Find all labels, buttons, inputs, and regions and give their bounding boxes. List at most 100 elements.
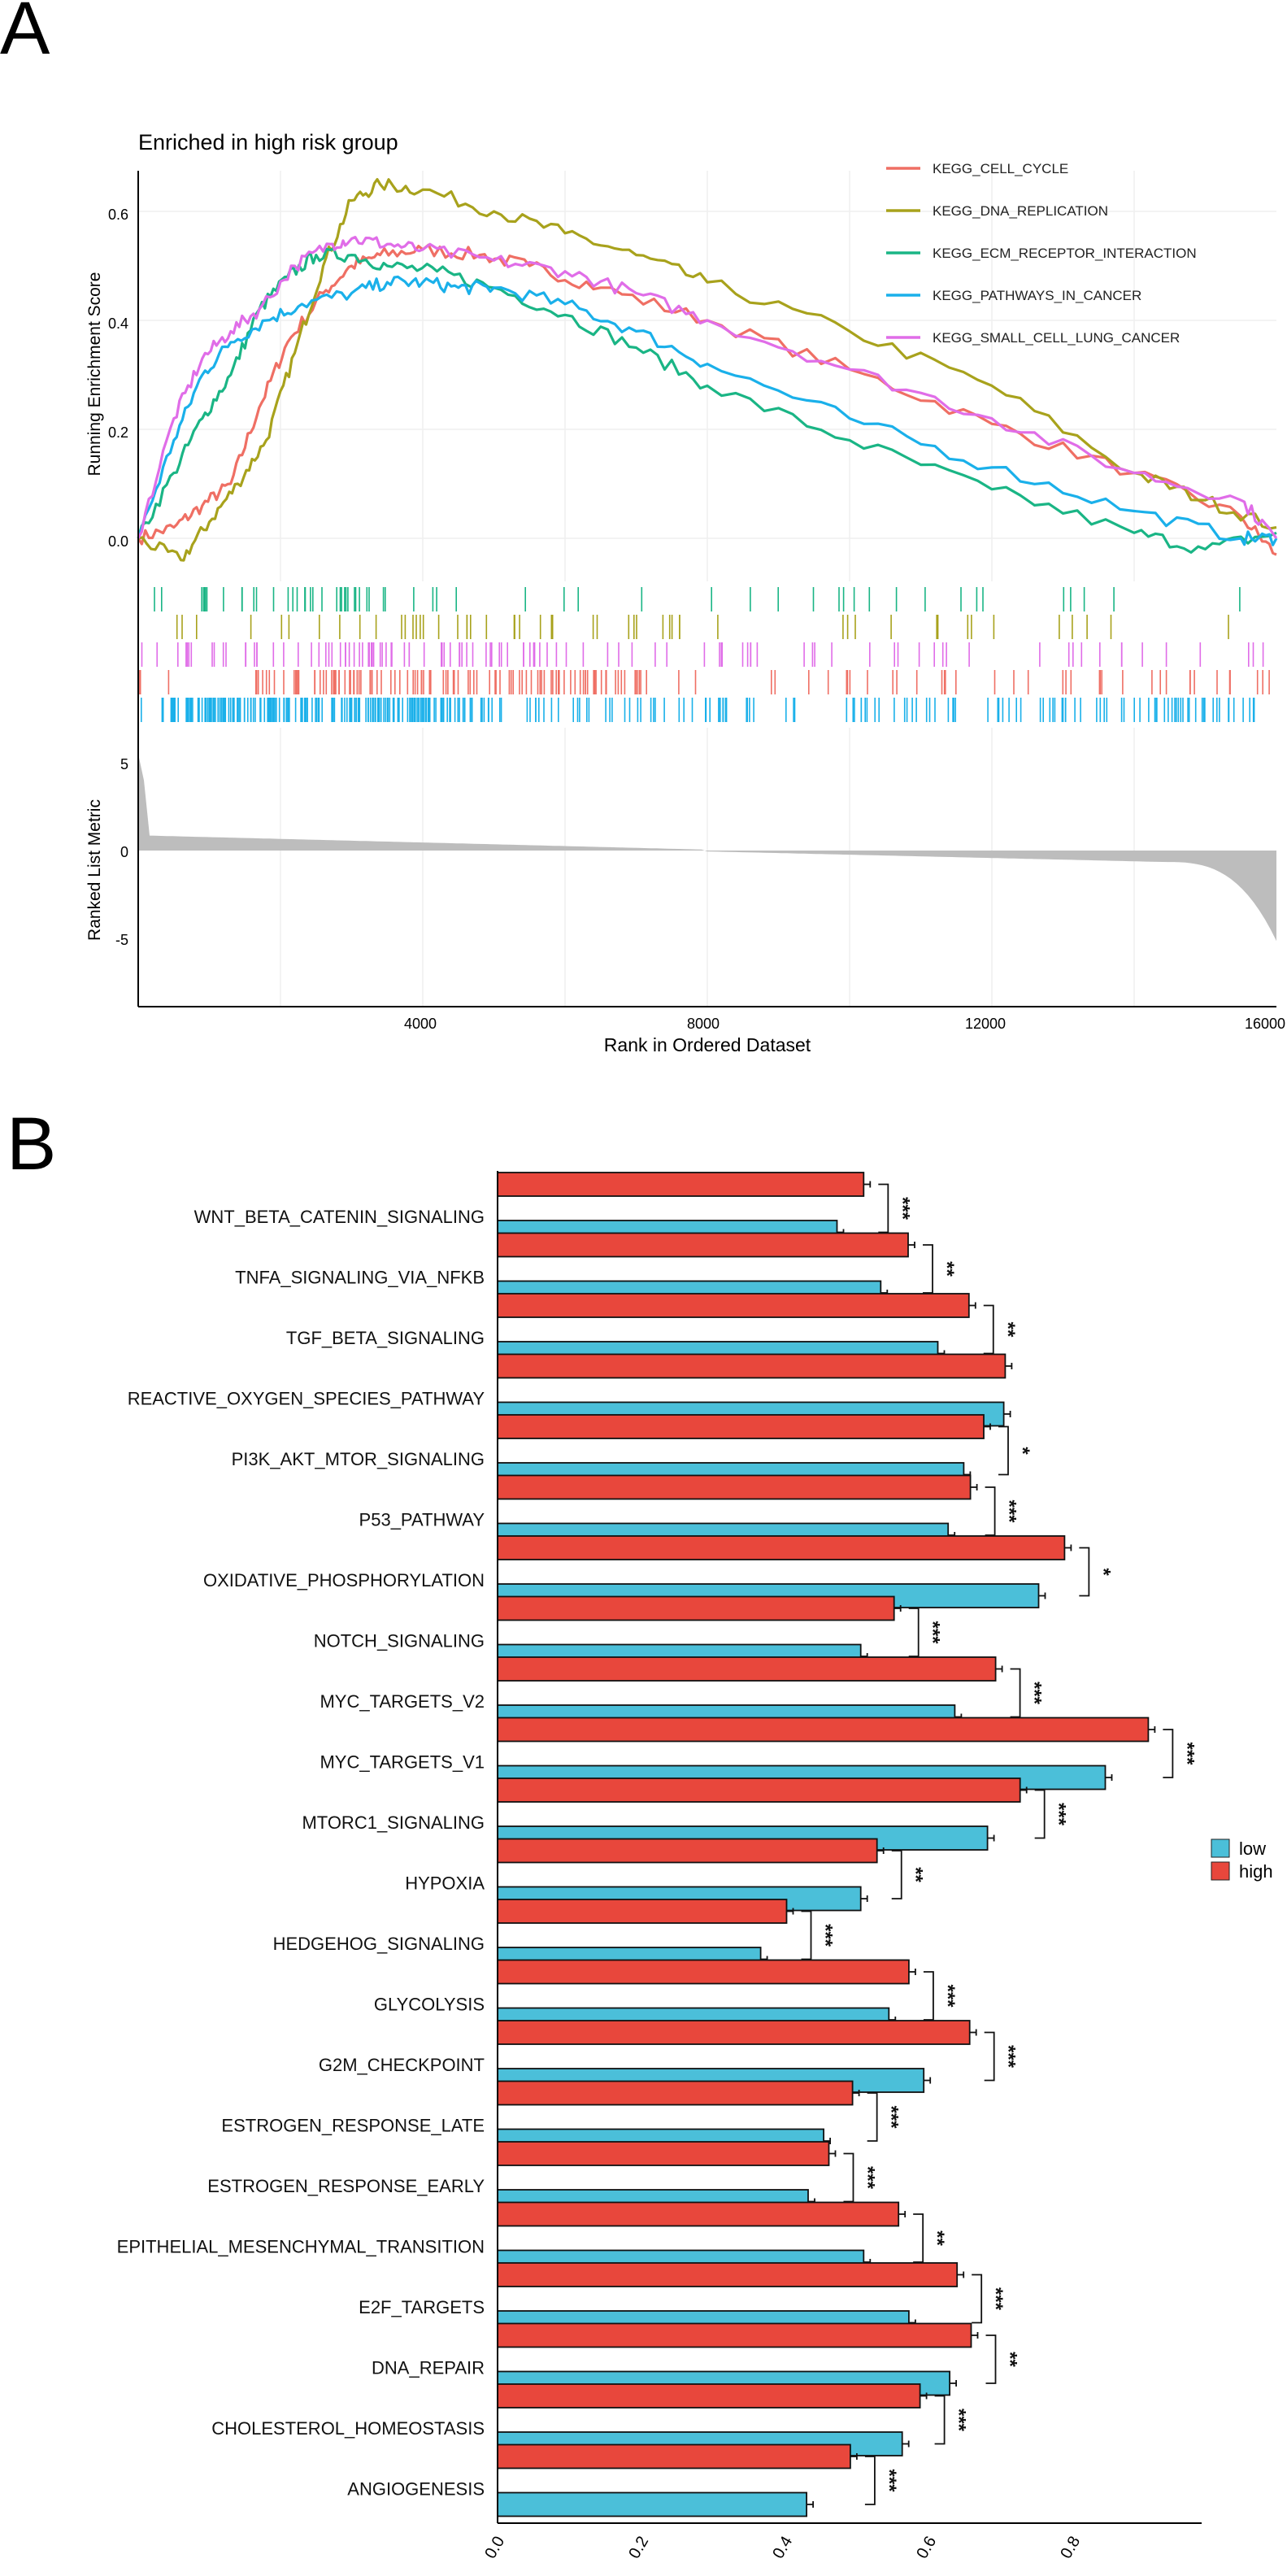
sig-stars: *** (1048, 1803, 1070, 1826)
bar-high (497, 1717, 1150, 1743)
sig-bracket (1079, 1547, 1090, 1597)
bar-high (497, 1656, 997, 1682)
sig-bracket (923, 1971, 934, 2021)
metric-tick-5: 5 (120, 756, 128, 772)
sig-stars: *** (985, 2287, 1007, 2311)
legend-a-label: KEGG_SMALL_CELL_LUNG_CANCER (933, 330, 1180, 346)
bar-high (497, 2020, 971, 2045)
legend-a-label: KEGG_DNA_REPLICATION (933, 203, 1108, 219)
metric-plot (138, 754, 1276, 942)
sig-bracket (985, 2334, 997, 2384)
sig-bracket (864, 2456, 876, 2505)
bar-category-label: EPITHELIAL_MESENCHYMAL_TRANSITION (117, 2237, 485, 2257)
sig-stars: *** (998, 2045, 1020, 2069)
legend-low-swatch (1211, 1838, 1230, 1858)
bar-category-label: CHOLESTEROL_HOMEOSTASIS (211, 2418, 485, 2439)
legend-high-label: high (1239, 1861, 1273, 1882)
bar-high (497, 1595, 895, 1621)
sig-stars: ** (997, 1322, 1019, 1338)
sig-stars: *** (937, 1984, 959, 2008)
es-tick-0: 0.0 (108, 533, 128, 550)
bar-category-label: TNFA_SIGNALING_VIA_NFKB (235, 1268, 485, 1288)
bar-category-label: REACTIVE_OXYGEN_SPECIES_PATHWAY (128, 1389, 485, 1409)
es-line-KEGG_DNA_REPLICATION (137, 178, 1277, 562)
sig-stars: *** (922, 1621, 944, 1644)
sig-bracket (867, 2092, 878, 2142)
bar-high (497, 1353, 1007, 1379)
bar-high (497, 2443, 851, 2469)
bar-plot: ****************************************… (497, 1172, 1198, 2517)
bar-category-label: ESTROGEN_RESPONSE_LATE (221, 2116, 485, 2136)
sig-stars: ** (936, 1261, 958, 1277)
legend-a-label: KEGG_PATHWAYS_IN_CANCER (933, 288, 1141, 303)
bar-category-label: OXIDATIVE_PHOSPHORYLATION (203, 1570, 485, 1590)
legend-a: KEGG_CELL_CYCLE KEGG_DNA_REPLICATION KEGG_… (886, 161, 1197, 346)
bar-category-label: GLYCOLYSIS (374, 1995, 485, 2015)
bar-high (497, 2262, 959, 2287)
bar-low (497, 2491, 808, 2517)
sig-bracket (1163, 1729, 1174, 1778)
sig-stars: * (1092, 1568, 1114, 1576)
bar-high (497, 1172, 865, 1197)
metric-tick-minus5: -5 (115, 932, 128, 948)
legend-high-swatch (1211, 1861, 1230, 1881)
bar-high (497, 2080, 854, 2106)
bar-axis: 0.0 0.2 0.4 0.6 0.8 (481, 1171, 1202, 2562)
sig-bracket (908, 1608, 920, 1657)
bar-x-tick-2: 0.4 (769, 2533, 796, 2561)
sig-bracket (983, 1304, 994, 1355)
bar-high (497, 1293, 970, 1318)
bar-category-label: MYC_TARGETS_V2 (320, 1691, 485, 1712)
es-ylabel: Running Enrichment Score (85, 272, 104, 476)
bar-category-label: HYPOXIA (405, 1873, 485, 1894)
bar-high (497, 1778, 1021, 1803)
sig-stars: *** (891, 1197, 913, 1221)
bar-high (497, 1535, 1066, 1560)
sig-bracket (843, 2152, 854, 2203)
bar-category-label: E2F_TARGETS (359, 2297, 485, 2317)
bar-category-label: TGF_BETA_SIGNALING (286, 1328, 485, 1348)
x-tick-8000: 8000 (687, 1016, 720, 1032)
bar-high (497, 1899, 788, 1924)
metric-ylabel: Ranked List Metric (85, 799, 104, 941)
bar-category-label: DNA_REPAIR (372, 2358, 485, 2378)
bar-category-label: P53_PATHWAY (359, 1510, 485, 1530)
sig-bracket (1034, 1789, 1046, 1839)
sig-stars: *** (815, 1924, 837, 1947)
panel-b-letter: B (7, 1103, 56, 1186)
gsea-xlabel: Rank in Ordered Dataset (604, 1034, 811, 1055)
sig-bracket (913, 2213, 924, 2263)
sig-stars: ** (926, 2230, 948, 2246)
sig-bracket (878, 1183, 889, 1234)
hit-ticks (139, 587, 1270, 722)
sig-stars: ** (998, 2352, 1020, 2367)
sig-bracket (998, 1425, 1009, 1476)
sig-stars: ** (905, 1867, 927, 1882)
es-line-KEGG_PATHWAYS_IN_CANCER (137, 275, 1278, 546)
legend-low-label: low (1239, 1838, 1266, 1859)
bar-labels: WNT_BETA_CATENIN_SIGNALING TNFA_SIGNALING… (117, 1207, 485, 2500)
es-line-KEGG_ECM_RECEPTOR_INTERACTION (137, 247, 1277, 554)
bar-category-label: ESTROGEN_RESPONSE_EARLY (207, 2176, 485, 2196)
x-tick-4000: 4000 (404, 1016, 437, 1032)
es-axis: 0.0 0.2 0.4 0.6 Running Enrichment Score (85, 171, 139, 581)
bar-category-label: HEDGEHOG_SIGNALING (273, 1934, 485, 1954)
bar-category-label: G2M_CHECKPOINT (319, 2055, 485, 2075)
es-lines (137, 178, 1278, 562)
bar-category-label: WNT_BETA_CATENIN_SIGNALING (194, 1207, 485, 1227)
gsea-title: Enriched in high risk group (138, 130, 398, 154)
bar-high (497, 2201, 900, 2227)
sig-stars: *** (856, 2166, 878, 2190)
bar-high (497, 1232, 909, 1258)
sig-bracket (985, 1486, 996, 1536)
es-tick-2: 0.4 (108, 315, 128, 332)
sig-bracket (984, 2031, 995, 2082)
x-tick-12000: 12000 (965, 1016, 1006, 1032)
metric-tick-0: 0 (120, 844, 128, 860)
sig-bracket (934, 2395, 946, 2445)
bar-x-tick-3: 0.6 (913, 2533, 940, 2561)
bar-high (497, 1838, 878, 1864)
bar-x-tick-0: 0.0 (481, 2533, 508, 2561)
bar-category-label: MTORC1_SIGNALING (302, 1812, 485, 1833)
